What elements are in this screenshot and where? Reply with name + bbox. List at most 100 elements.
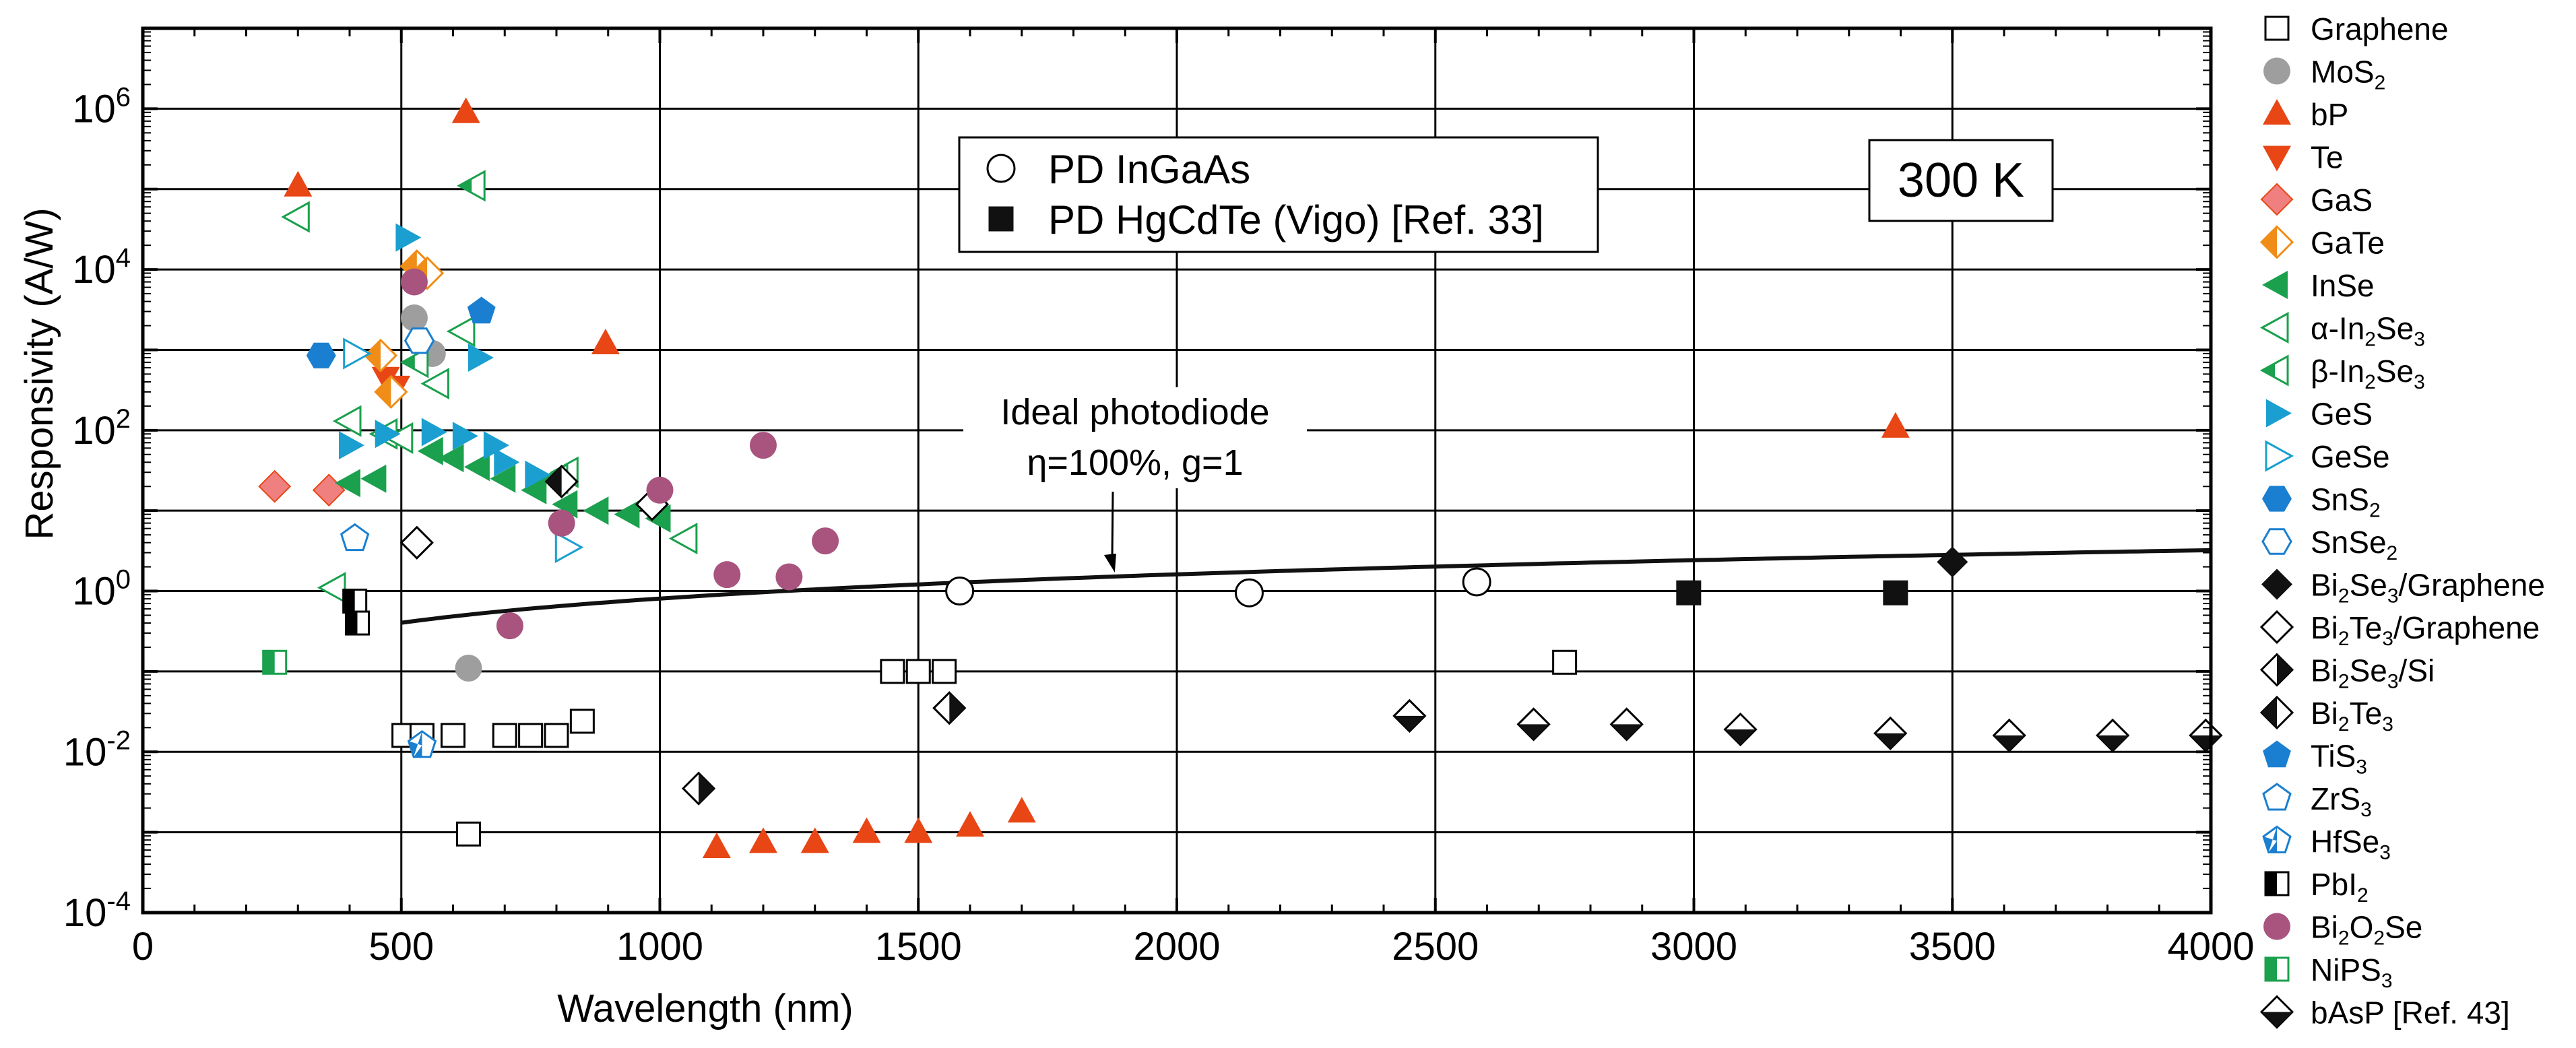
data-point-sns2 (306, 342, 336, 368)
reference-point-pd-ingaas (1234, 578, 1264, 608)
legend-label: TiS3 (2311, 739, 2367, 779)
data-point-bi2se3-si (932, 691, 967, 725)
legend-marker (2259, 695, 2294, 730)
data-point-gate (363, 338, 398, 373)
reference-legend: PD InGaAs PD HgCdTe (Vigo) [Ref. 33] (958, 136, 1599, 253)
data-point-bp (904, 817, 933, 843)
x-tick-label: 1000 (616, 925, 703, 969)
data-point-inse (645, 504, 671, 533)
legend-marker (2263, 913, 2290, 940)
data-point-ges (525, 460, 551, 489)
data-point-bi2se3-si (681, 771, 716, 806)
data-point-bi2o2se (812, 527, 839, 555)
data-point-snse2 (404, 327, 435, 354)
data-point-inse (521, 476, 547, 504)
y-tick-label: 106 (72, 82, 131, 131)
data-point-ges (421, 418, 447, 447)
data-point--in2se3 (457, 170, 486, 202)
data-point-ges (483, 431, 509, 460)
reference-legend-label: PD HgCdTe (Vigo) [Ref. 33] (1048, 197, 1544, 242)
plot-frame-and-ticks: 0 500 1000 1500 2000 2500 3000 3500 4000 10-4 10-2… (63, 26, 2255, 969)
legend-label: GaTe (2311, 226, 2385, 261)
x-tick-label: 3000 (1650, 925, 1737, 969)
data-point--in2se3 (332, 405, 362, 437)
data-point-gese (343, 337, 372, 370)
ideal-photodiode-curve (401, 548, 2212, 625)
data-point-bi2te3 (544, 464, 579, 499)
y-axis-label: Responsivity (A/W) (18, 207, 61, 539)
data-point-mos2 (400, 304, 428, 331)
reference-legend-label: PD InGaAs (1048, 147, 1250, 192)
data-point-inse (335, 469, 360, 498)
legend-label: GaS (2311, 183, 2373, 218)
data-point-graphene (880, 659, 905, 684)
legend-label: ZrS3 (2311, 781, 2372, 821)
legend-marker (2263, 740, 2291, 768)
data-point-gas (258, 469, 292, 503)
data-point-ges (452, 422, 478, 451)
x-tick-label: 3500 (1909, 925, 1996, 969)
legend-marker (2264, 15, 2290, 41)
legend-label: SnSe2 (2311, 525, 2397, 564)
legend-marker (2265, 440, 2294, 472)
x-tick-label: 4000 (2167, 925, 2254, 969)
data-point-bp (800, 827, 829, 853)
legend-marker (2262, 271, 2288, 299)
data-point--in2se3 (317, 572, 346, 604)
data-point-graphene (518, 723, 544, 748)
data-point--in2se3 (281, 201, 310, 233)
data-point-bp (1007, 797, 1036, 823)
legend-marker (2263, 57, 2290, 85)
data-point-basp-ref-43- (2096, 718, 2130, 753)
legend-marker (2263, 145, 2291, 172)
legend-marker (2264, 956, 2290, 982)
x-tick-label: 2000 (1133, 925, 1220, 969)
y-tick-label: 10-4 (63, 886, 131, 935)
data-point-bp (702, 832, 731, 858)
legend-label: Bi2Te3 (2311, 696, 2393, 735)
x-tick-label: 1500 (875, 925, 962, 969)
data-point-bp (749, 827, 777, 853)
data-point--in2se3 (384, 422, 414, 454)
data-point-bi2o2se (646, 476, 674, 504)
legend-marker (2261, 568, 2292, 600)
data-point-bp (591, 329, 620, 354)
data-point-basp-ref-43- (2189, 718, 2223, 753)
data-point-bi2o2se (775, 563, 803, 591)
annotations: 300 K Ideal photodiode η=100%, g=1 (1000, 139, 2054, 483)
reference-point-pd-hgcdte-vigo-ref-33- (1883, 580, 1908, 605)
data-point-inse (463, 453, 490, 482)
legend-label: MoS2 (2311, 55, 2385, 94)
data-point-tis3 (467, 296, 496, 324)
data-point--in2se3 (446, 315, 476, 348)
data-point-inse (583, 496, 609, 525)
legend-label: InSe (2311, 268, 2375, 303)
data-point-graphene (1552, 649, 1578, 675)
data-point-basp-ref-43- (1992, 718, 2026, 753)
legend-label: GeSe (2311, 439, 2390, 474)
temperature-label: 300 K (1898, 154, 2024, 207)
legend-marker (2259, 354, 2289, 387)
data-point-graphene (456, 821, 482, 847)
legend-label: bAsP [Ref. 43] (2311, 995, 2510, 1030)
data-point-pbi2 (342, 588, 368, 614)
legend-label: PbI2 (2311, 867, 2369, 907)
x-tick-label: 0 (132, 925, 154, 969)
data-point-bi2o2se (713, 561, 741, 589)
data-point-inse (552, 490, 578, 519)
data-point-bi2o2se (750, 432, 777, 459)
data-point-gate (374, 374, 408, 410)
x-tick-label: 2500 (1392, 925, 1479, 969)
ideal-photodiode-arrowhead (1103, 554, 1116, 572)
data-point--in2se3 (420, 368, 449, 400)
data-point-inse (417, 436, 443, 465)
data-point-hfse3 (407, 729, 437, 758)
data-point-bp (284, 170, 313, 197)
legend-marker (2259, 311, 2289, 344)
data-markers (258, 97, 2223, 858)
y-tick-label: 10-2 (63, 725, 131, 774)
data-point-gese (554, 531, 584, 564)
legend-marker (2262, 783, 2292, 811)
legend-label: HfSe3 (2311, 824, 2391, 864)
